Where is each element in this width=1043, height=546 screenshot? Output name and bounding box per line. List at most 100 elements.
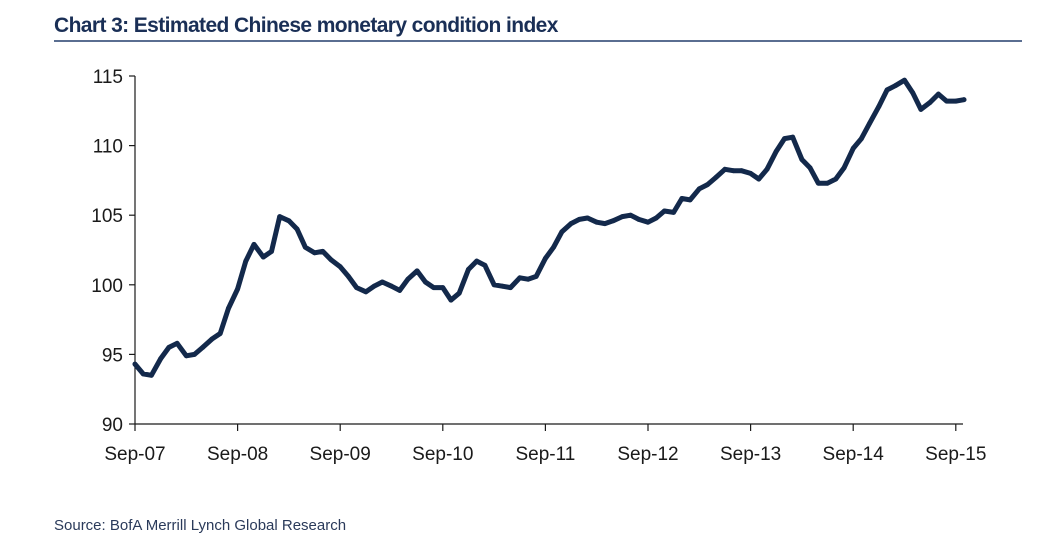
- x-tick-label: Sep-13: [720, 444, 781, 465]
- data-point: [764, 166, 770, 172]
- data-point: [174, 340, 180, 346]
- data-point: [371, 283, 377, 289]
- data-point: [337, 264, 343, 270]
- data-point: [414, 268, 420, 274]
- data-point: [568, 221, 574, 227]
- data-point: [671, 210, 676, 215]
- data-point: [619, 214, 625, 220]
- x-tick-label: Sep-07: [104, 444, 165, 465]
- data-point: [884, 87, 890, 93]
- data-point: [166, 345, 172, 350]
- data-point: [183, 353, 189, 359]
- data-point: [132, 361, 138, 367]
- data-point: [936, 91, 941, 97]
- data-point: [302, 244, 308, 250]
- data-point: [235, 286, 241, 292]
- data-point: [748, 171, 753, 176]
- data-point: [876, 104, 882, 109]
- data-point: [243, 258, 249, 264]
- y-tick-label: 90: [102, 415, 123, 436]
- data-point: [662, 208, 667, 214]
- data-point: [363, 289, 369, 295]
- data-point: [722, 166, 728, 172]
- y-tick-label: 95: [102, 345, 123, 366]
- data-point: [679, 196, 685, 201]
- data-point: [192, 352, 197, 357]
- data-point: [636, 217, 642, 222]
- data-point: [944, 98, 949, 104]
- data-point: [440, 285, 446, 290]
- data-point: [482, 262, 488, 268]
- data-point: [756, 176, 762, 182]
- data-point: [226, 306, 231, 311]
- data-point: [328, 257, 334, 263]
- data-point: [397, 288, 403, 293]
- data-point: [705, 182, 710, 188]
- data-point: [448, 297, 454, 303]
- data-point: [217, 331, 223, 336]
- data-point: [961, 97, 967, 103]
- data-point: [713, 175, 719, 181]
- data-point: [892, 83, 898, 89]
- data-point: [312, 250, 317, 256]
- data-point: [294, 226, 300, 232]
- data-point: [346, 274, 351, 279]
- data-point: [149, 372, 154, 378]
- y-tick-label: 115: [93, 67, 123, 88]
- x-tick-label: Sep-12: [617, 444, 678, 465]
- data-point: [807, 165, 813, 171]
- data-point: [653, 215, 659, 221]
- x-tick-label: Sep-14: [823, 444, 885, 465]
- data-point: [260, 254, 266, 260]
- data-point: [389, 283, 394, 289]
- data-point: [867, 120, 872, 126]
- x-axis-ticks: Sep-07 Sep-08 Sep-09 Sep-10 Sep-11 Sep-12 Sep-…: [104, 424, 986, 465]
- x-tick-label: Sep-08: [207, 444, 268, 465]
- series-group: [132, 77, 967, 378]
- y-tick-label: 110: [93, 137, 123, 158]
- data-point: [739, 168, 744, 174]
- data-point: [730, 168, 736, 174]
- data-point: [841, 165, 847, 171]
- data-point: [645, 219, 651, 225]
- data-point: [551, 244, 556, 250]
- x-tick-label: Sep-11: [515, 444, 575, 465]
- data-point: [576, 217, 582, 222]
- y-axis-ticks: 90 95 100 105 110 115: [91, 67, 135, 436]
- data-point: [850, 146, 856, 151]
- data-point: [815, 180, 821, 186]
- x-tick-label: Sep-10: [412, 444, 473, 465]
- data-point: [859, 136, 864, 142]
- data-point: [499, 283, 505, 289]
- data-point: [405, 276, 411, 282]
- data-point: [379, 279, 385, 285]
- x-tick-label: Sep-09: [310, 444, 371, 465]
- data-point: [833, 176, 839, 182]
- data-point: [508, 285, 513, 290]
- data-point: [628, 212, 633, 218]
- data-point: [269, 249, 274, 254]
- chart-title: Chart 3: Estimated Chinese monetary cond…: [54, 14, 558, 37]
- data-point: [790, 134, 796, 140]
- data-point: [610, 218, 616, 224]
- series-line-monetary-condition-index: [132, 77, 967, 378]
- data-point: [585, 215, 590, 221]
- data-point: [251, 242, 257, 247]
- data-point: [423, 279, 428, 285]
- data-point: [200, 345, 206, 350]
- data-point: [773, 148, 779, 154]
- y-tick-label: 105: [91, 206, 123, 227]
- data-point: [525, 276, 531, 282]
- data-point: [140, 371, 146, 377]
- data-point: [286, 218, 292, 224]
- data-point: [825, 180, 830, 186]
- data-point: [910, 90, 916, 96]
- source-note: Source: BofA Merrill Lynch Global Resear…: [54, 517, 347, 534]
- data-point: [277, 214, 283, 220]
- data-point: [517, 275, 523, 281]
- data-point: [918, 107, 924, 112]
- data-point: [953, 98, 959, 104]
- data-point: [782, 136, 787, 142]
